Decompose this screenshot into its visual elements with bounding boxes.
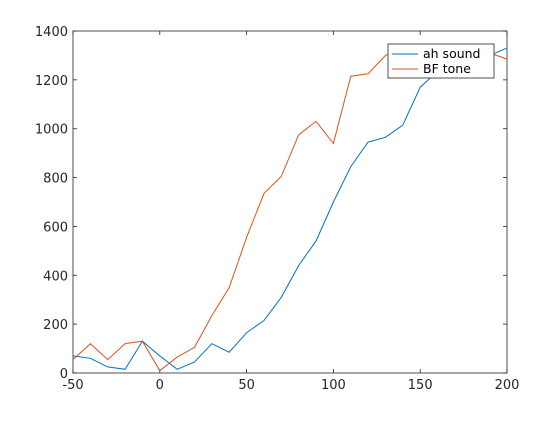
- y-tick-label: 1200: [35, 74, 68, 89]
- y-tick-label: 800: [43, 172, 68, 187]
- y-tick-label: 400: [43, 269, 68, 284]
- y-tick-label: 200: [43, 318, 68, 333]
- legend-box: [387, 43, 495, 79]
- x-tick-label: 100: [321, 378, 346, 393]
- x-tick-label: 0: [156, 378, 164, 393]
- plot-frame: [72, 30, 508, 374]
- x-tick-label: 200: [495, 378, 520, 393]
- x-tick-label: -50: [62, 378, 83, 393]
- x-tick-label: 150: [408, 378, 433, 393]
- y-tick-label: 1000: [35, 123, 68, 138]
- legend-label: BF tone: [423, 61, 471, 76]
- y-tick-label: 600: [43, 220, 68, 235]
- legend-label: ah sound: [423, 46, 481, 61]
- y-tick-label: 0: [60, 367, 68, 382]
- x-tick-label: 50: [238, 378, 255, 393]
- y-tick-label: 1400: [35, 25, 68, 40]
